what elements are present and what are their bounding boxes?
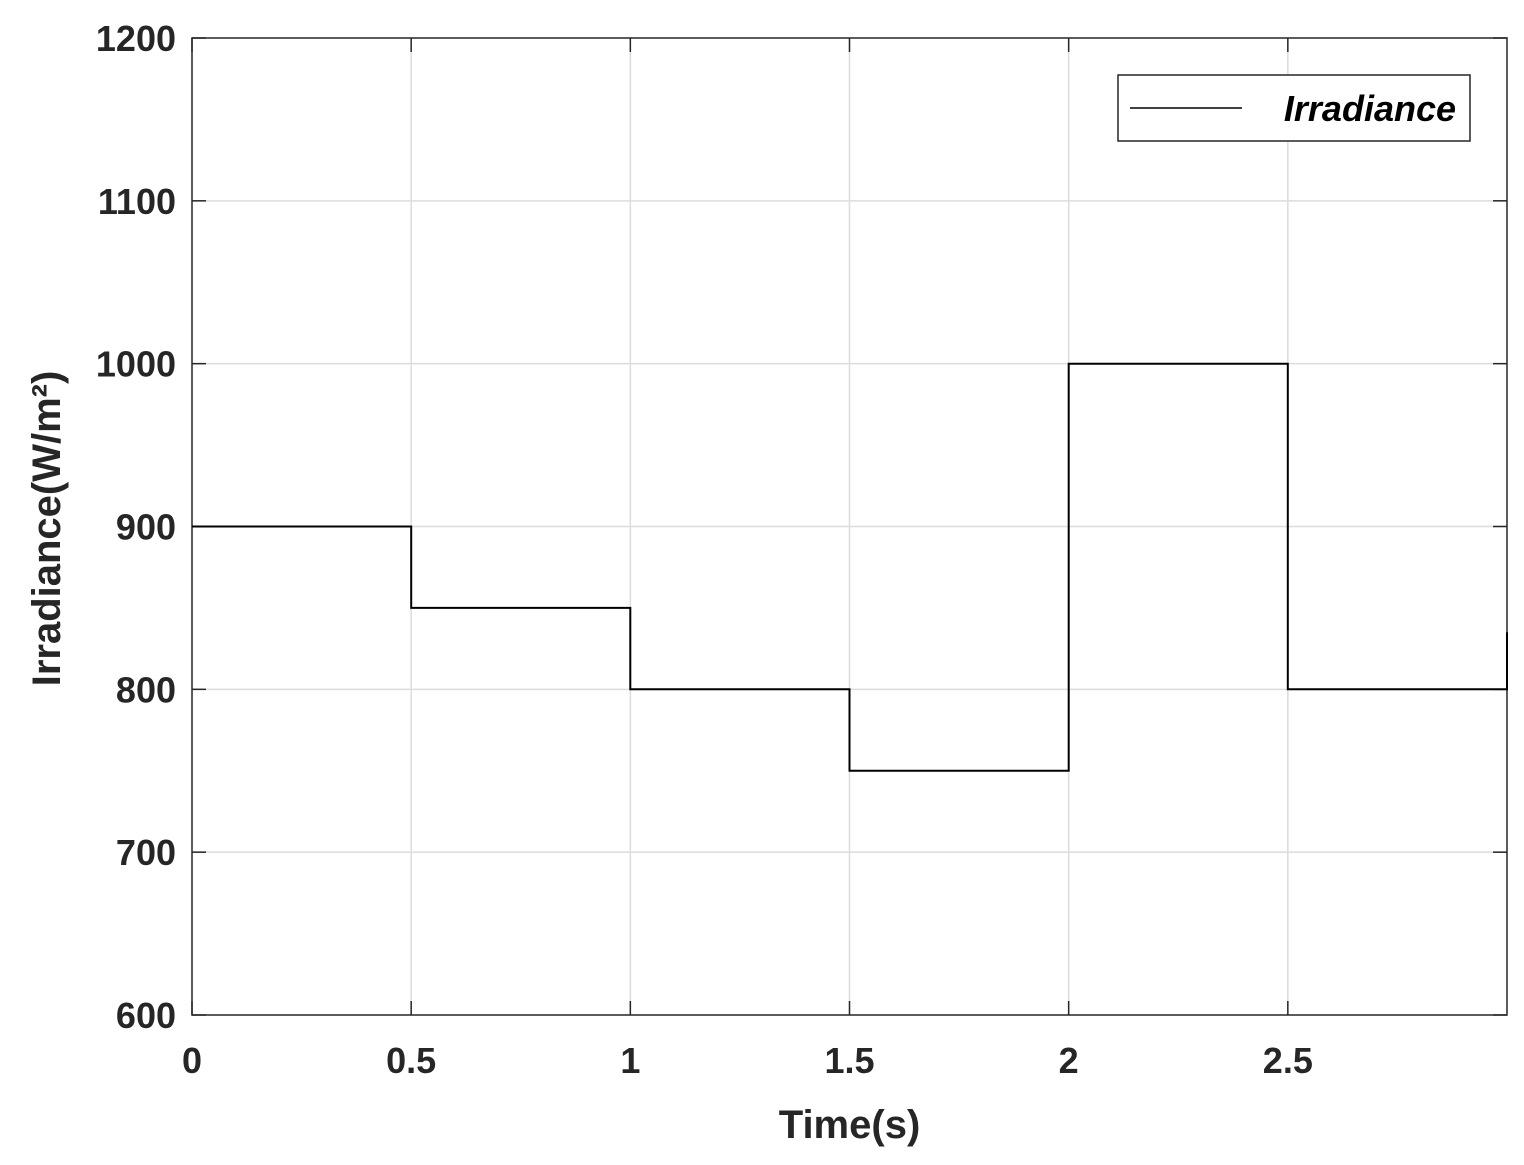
y-tick-label: 1100	[98, 181, 176, 222]
x-tick-labels: 0 0.5 1 1.5 2 2.5	[182, 1040, 1313, 1081]
legend-label-irradiance: Irradiance	[1284, 88, 1456, 129]
legend: Irradiance	[1117, 74, 1471, 142]
x-tick-label: 0	[182, 1040, 202, 1081]
y-tick-label: 1200	[96, 18, 176, 59]
y-axis-title: Irradiance(W/m²)	[25, 371, 69, 687]
x-tick-label: 2	[1059, 1040, 1079, 1081]
y-tick-labels: 600 700 800 900 1000 1100 1200	[96, 18, 176, 1036]
y-tick-label: 700	[116, 832, 176, 873]
series-line-irradiance	[192, 362, 1508, 772]
y-tick-label: 800	[116, 669, 176, 710]
x-tick-label: 1.5	[824, 1040, 874, 1081]
y-tick-label: 600	[116, 995, 176, 1036]
x-tick-label: 1	[620, 1040, 640, 1081]
y-tick-label: 1000	[96, 344, 176, 385]
x-axis-title: Time(s)	[779, 1103, 921, 1147]
x-tick-label: 0.5	[386, 1040, 436, 1081]
series-group	[192, 362, 1508, 772]
y-tick-label: 900	[116, 507, 176, 548]
x-tick-label: 2.5	[1263, 1040, 1313, 1081]
